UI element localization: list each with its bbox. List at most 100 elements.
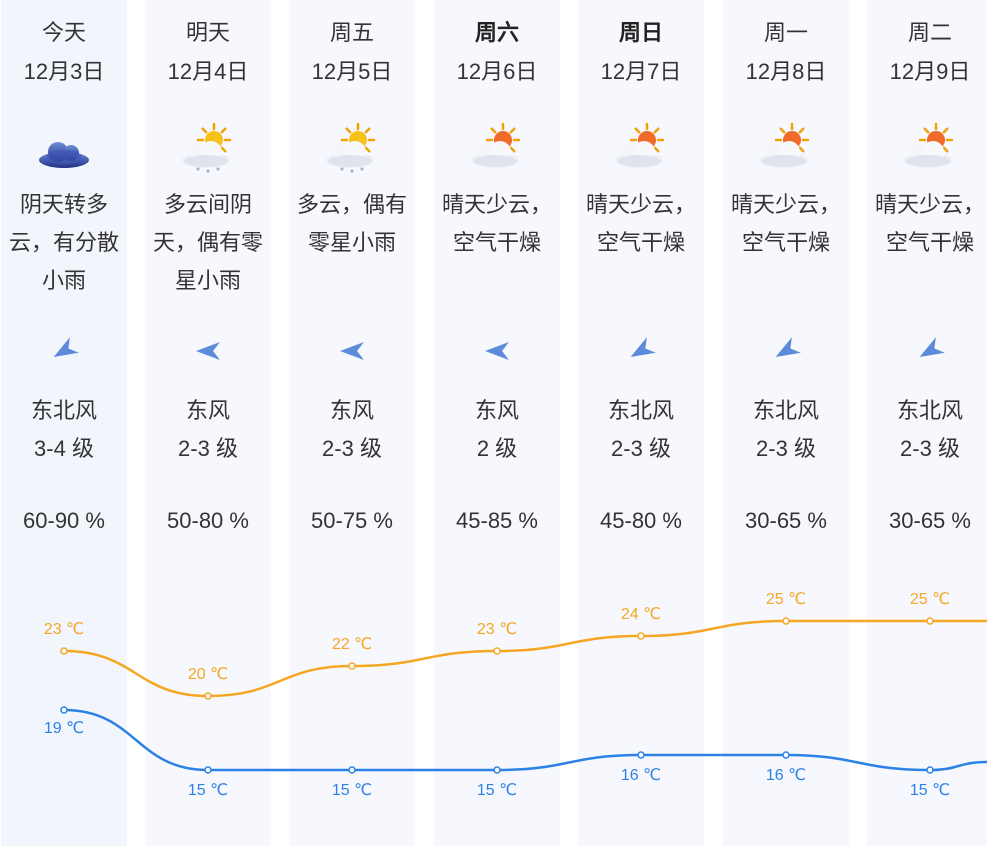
cloudy-sun-rain-icon: [178, 122, 238, 176]
day-column-2: 周五 12月5日 多云，偶有 零星小雨 东风 2-3 级 50-75 %: [289, 0, 415, 846]
wind-east-icon: [482, 336, 512, 366]
weather-desc-line: 晴天少云，: [730, 192, 841, 217]
weather-desc-line: 晴天少云，: [874, 192, 985, 217]
wind-level: 2-3 级: [178, 436, 238, 461]
low-temp-label: 15 ℃: [477, 782, 517, 799]
day-column-0: 今天 12月3日 阴天转多 云，有分散 小雨 东北风 3-4 级 60-90 %: [1, 0, 127, 846]
low-temp-label: 19 ℃: [44, 720, 84, 737]
wind-direction: 东北风: [607, 398, 674, 423]
humidity: 50-75 %: [311, 508, 393, 533]
weather-desc-line: 晴天少云，: [441, 192, 552, 217]
low-temp-point: [348, 766, 356, 774]
weather-desc: 晴天少云， 空气干燥: [428, 186, 566, 262]
sunny-cloud-icon: [900, 122, 960, 176]
weather-desc-line: 阴天转多: [19, 192, 108, 217]
weather-desc-line: 多云间阴: [163, 192, 252, 217]
wind-level: 3-4 级: [34, 436, 94, 461]
high-temp-label: 23 ℃: [44, 621, 84, 638]
weather-desc-line: 小雨: [41, 268, 86, 293]
high-temp-point: [782, 617, 790, 625]
wind-direction: 东北风: [752, 398, 819, 423]
high-temp-line: [63, 619, 987, 698]
date-label: 12月9日: [889, 59, 971, 84]
weather-desc-line: 云，有分散: [8, 230, 119, 255]
cloudy-icon: [34, 122, 94, 176]
high-temp-label: 25 ℃: [910, 591, 950, 608]
high-temp-label: 20 ℃: [188, 666, 228, 683]
high-temp-label: 24 ℃: [621, 606, 661, 623]
humidity: 30-65 %: [745, 508, 827, 533]
sunny-cloud-icon: [756, 122, 816, 176]
low-temp-point: [926, 766, 934, 774]
day-column-3: 周六 12月6日晴天少云， 空气干燥东风 2 级 45-85 %: [434, 0, 560, 846]
weather-desc-line: 多云，偶有: [296, 192, 407, 217]
wind-level: 2-3 级: [756, 436, 816, 461]
wind-direction: 东北风: [896, 398, 963, 423]
day-label: 周六: [474, 20, 519, 45]
low-temp-label: 15 ℃: [188, 782, 228, 799]
weather-desc: 晴天少云， 空气干燥: [861, 186, 987, 262]
high-temp-label: 23 ℃: [477, 621, 517, 638]
high-temp-point: [348, 662, 356, 670]
day-label: 周二: [907, 20, 952, 45]
high-temp-label: 25 ℃: [766, 591, 806, 608]
humidity: 45-80 %: [600, 508, 682, 533]
weather-desc: 晴天少云， 空气干燥: [717, 186, 855, 262]
weather-desc: 多云，偶有零星小雨: [283, 186, 421, 262]
wind-level: 2 级: [476, 436, 518, 461]
weather-desc: 阴天转多云，有分散小雨: [0, 186, 133, 300]
wind-level: 2-3 级: [322, 436, 382, 461]
low-temp-line: [63, 708, 987, 772]
cloudy-sun-rain-icon: [322, 122, 382, 176]
wind-direction: 东北风: [30, 398, 97, 423]
wind-northeast-icon: [915, 336, 945, 366]
sunny-cloud-icon: [467, 122, 527, 176]
day-column-5: 周一 12月8日晴天少云， 空气干燥东北风 2-3 级 30-65 %: [723, 0, 849, 846]
sunny-cloud-icon: [611, 122, 671, 176]
weather-desc-line: 晴天少云，: [585, 192, 696, 217]
weather-desc-line: 空气干燥: [741, 230, 830, 255]
weather-desc-line: 空气干燥: [596, 230, 685, 255]
day-label: 周一: [763, 20, 808, 45]
humidity: 60-90 %: [23, 508, 105, 533]
wind-northeast-icon: [771, 336, 801, 366]
weather-desc: 晴天少云， 空气干燥: [572, 186, 710, 262]
wind-level: 2-3 级: [900, 436, 960, 461]
wind-direction: 东风: [329, 398, 374, 423]
low-temp-label: 15 ℃: [910, 782, 950, 799]
day-column-1: 明天 12月4日 多云间阴 天，偶有零 星小雨 东风 2-3 级 50-80 %: [145, 0, 271, 846]
weather-desc-line: 空气干燥: [452, 230, 541, 255]
low-temp-point: [204, 766, 212, 774]
wind-northeast-icon: [626, 336, 656, 366]
wind-east-icon: [193, 336, 223, 366]
high-temp-point: [926, 617, 934, 625]
low-temp-point: [493, 766, 501, 774]
humidity: 30-65 %: [889, 508, 971, 533]
high-temp-point: [493, 647, 501, 655]
date-label: 12月5日: [311, 59, 393, 84]
day-label: 明天: [185, 20, 230, 45]
wind-direction: 东风: [185, 398, 230, 423]
high-temp-label: 22 ℃: [332, 636, 372, 653]
weather-desc-line: 天，偶有零: [152, 230, 263, 255]
weather-desc-line: 零星小雨: [307, 230, 396, 255]
wind-northeast-icon: [49, 336, 79, 366]
weather-desc-line: 空气干燥: [885, 230, 974, 255]
wind-direction: 东风: [474, 398, 519, 423]
low-temp-point: [637, 751, 645, 759]
weather-desc-line: 星小雨: [174, 268, 241, 293]
date-label: 12月8日: [745, 59, 827, 84]
date-label: 12月3日: [23, 59, 105, 84]
day-column-6: 周二 12月9日晴天少云， 空气干燥东北风 2-3 级 30-65 %: [867, 0, 987, 846]
date-label: 12月6日: [456, 59, 538, 84]
low-temp-label: 16 ℃: [766, 767, 806, 784]
day-label: 周日: [618, 20, 663, 45]
high-temp-point: [60, 647, 68, 655]
wind-level: 2-3 级: [611, 436, 671, 461]
humidity: 50-80 %: [167, 508, 249, 533]
date-label: 12月7日: [600, 59, 682, 84]
weather-desc: 多云间阴天，偶有零星小雨: [139, 186, 277, 300]
wind-east-icon: [337, 336, 367, 366]
humidity: 45-85 %: [456, 508, 538, 533]
